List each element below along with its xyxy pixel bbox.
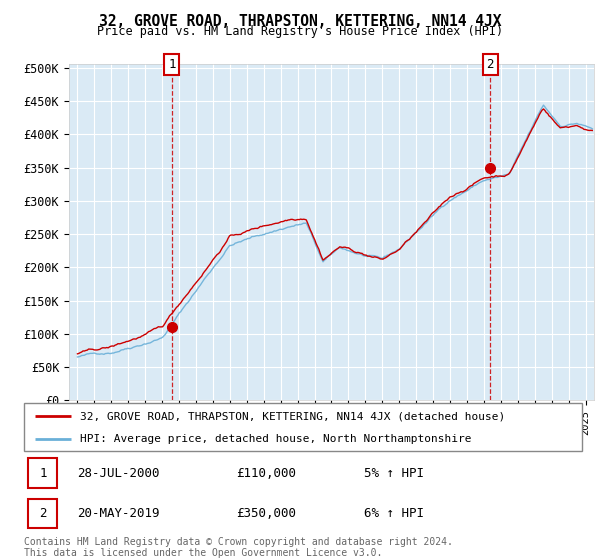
Text: 1: 1 (39, 466, 47, 479)
Text: 32, GROVE ROAD, THRAPSTON, KETTERING, NN14 4JX (detached house): 32, GROVE ROAD, THRAPSTON, KETTERING, NN… (80, 411, 505, 421)
Text: 6% ↑ HPI: 6% ↑ HPI (364, 507, 424, 520)
Text: 2: 2 (487, 58, 494, 71)
Text: Contains HM Land Registry data © Crown copyright and database right 2024.
This d: Contains HM Land Registry data © Crown c… (24, 536, 453, 558)
Text: 20-MAY-2019: 20-MAY-2019 (77, 507, 160, 520)
Text: £350,000: £350,000 (236, 507, 296, 520)
Text: 5% ↑ HPI: 5% ↑ HPI (364, 466, 424, 479)
Text: £110,000: £110,000 (236, 466, 296, 479)
Text: 1: 1 (168, 58, 176, 71)
Text: 2: 2 (39, 507, 47, 520)
Text: Price paid vs. HM Land Registry's House Price Index (HPI): Price paid vs. HM Land Registry's House … (97, 25, 503, 38)
Text: HPI: Average price, detached house, North Northamptonshire: HPI: Average price, detached house, Nort… (80, 434, 472, 444)
FancyBboxPatch shape (28, 499, 58, 528)
Text: 28-JUL-2000: 28-JUL-2000 (77, 466, 160, 479)
Text: 32, GROVE ROAD, THRAPSTON, KETTERING, NN14 4JX: 32, GROVE ROAD, THRAPSTON, KETTERING, NN… (99, 14, 501, 29)
FancyBboxPatch shape (24, 403, 582, 451)
FancyBboxPatch shape (28, 459, 58, 488)
